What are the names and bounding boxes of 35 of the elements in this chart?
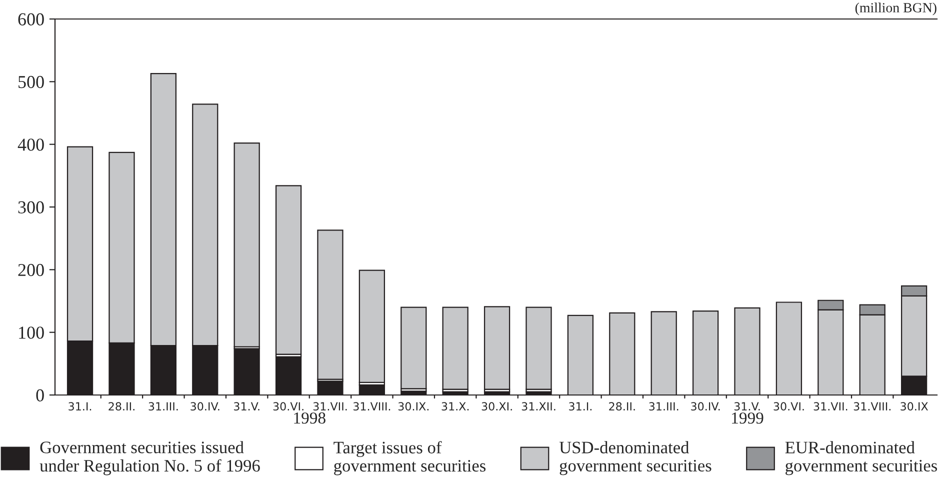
x-tick-label: 30.IV.	[691, 402, 720, 411]
x-tick-label: 31.VII.	[313, 402, 347, 411]
x-tick-label: 31.VIII.	[353, 402, 390, 411]
x-tick-label: 30.IX	[900, 402, 928, 411]
x-tick-label: 31.X.	[442, 402, 469, 411]
x-tick-label: 31.XII.	[522, 402, 556, 411]
y-tick-label: 100	[19, 326, 44, 339]
x-tick-label: 30.XI.	[482, 402, 512, 411]
y-tick-label: 0	[36, 389, 44, 402]
legend-label: Target issues of government securities	[334, 441, 486, 476]
x-tick-label: 31.III.	[649, 402, 678, 411]
x-tick-label: 30.VI.	[774, 402, 804, 411]
y-tick-label: 600	[18, 13, 44, 26]
text: 1998	[294, 412, 326, 424]
x-tick-label: 31.I.	[569, 402, 592, 411]
x-tick-label: 31.V.	[734, 402, 760, 411]
x-tick-label: 28.II.	[108, 402, 134, 411]
legend-label: USD-denominated government securities	[559, 441, 712, 476]
x-tick-label: 30.IV.	[190, 402, 220, 411]
x-tick-label: 31.VIII.	[854, 402, 890, 411]
y-tick-label: 200	[18, 264, 44, 276]
x-tick-label: 31.I.	[68, 402, 92, 411]
legend-label: EUR-denominated government securities	[785, 441, 938, 476]
text: (million BGN)	[855, 2, 936, 16]
x-tick-label: 30.VI.	[273, 402, 304, 411]
y-tick-label: 300	[18, 201, 44, 214]
y-tick-label: 400	[18, 138, 44, 151]
x-tick-label: 31.VII.	[814, 402, 848, 411]
x-tick-label: 31.III.	[148, 402, 178, 411]
x-tick-label: 31.V.	[234, 402, 260, 411]
y-tick-label: 500	[18, 76, 44, 88]
x-tick-label: 28.II.	[609, 402, 635, 411]
x-tick-label: 30.IX.	[398, 402, 428, 411]
legend-label: Government securities issued under Regulation No. 5 of 1996	[40, 441, 260, 476]
text: 1999	[732, 412, 764, 424]
